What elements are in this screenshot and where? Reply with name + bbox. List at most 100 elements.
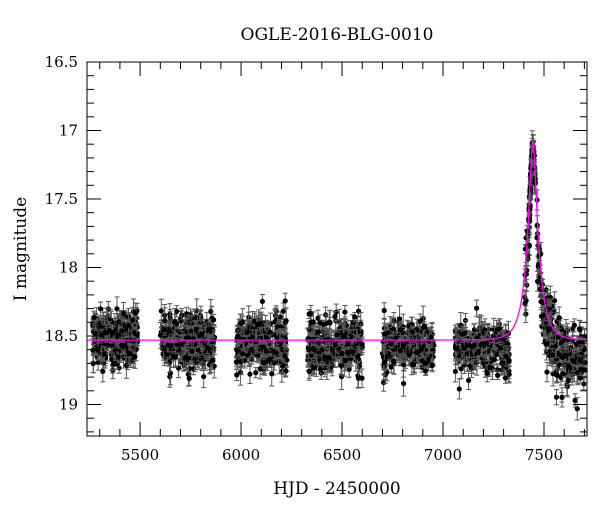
data-points bbox=[90, 131, 588, 420]
data-point bbox=[134, 347, 139, 352]
data-point bbox=[337, 346, 342, 351]
data-point bbox=[272, 349, 277, 354]
data-point bbox=[239, 321, 244, 326]
data-point bbox=[355, 354, 360, 359]
data-point bbox=[120, 322, 125, 327]
data-point bbox=[111, 330, 116, 335]
data-point bbox=[122, 343, 127, 348]
data-point bbox=[359, 342, 364, 347]
data-point bbox=[332, 314, 337, 319]
data-point bbox=[183, 355, 188, 360]
data-point bbox=[283, 298, 288, 303]
data-point bbox=[328, 366, 333, 371]
data-point bbox=[93, 331, 98, 336]
data-point bbox=[196, 347, 201, 352]
data-point bbox=[244, 330, 249, 335]
data-point bbox=[391, 358, 396, 363]
data-point bbox=[166, 343, 171, 348]
data-point bbox=[253, 370, 258, 375]
data-point bbox=[95, 347, 100, 352]
data-point bbox=[341, 333, 346, 338]
data-point bbox=[172, 319, 177, 324]
data-point bbox=[118, 334, 123, 339]
data-point bbox=[277, 359, 282, 364]
data-point bbox=[343, 358, 348, 363]
data-point bbox=[401, 381, 406, 386]
data-point bbox=[317, 320, 322, 325]
data-point bbox=[312, 365, 317, 370]
data-point bbox=[311, 319, 316, 324]
data-point bbox=[261, 344, 266, 349]
data-point bbox=[306, 369, 311, 374]
data-point bbox=[168, 370, 173, 375]
data-point bbox=[159, 308, 164, 313]
data-point bbox=[192, 357, 197, 362]
data-point bbox=[189, 349, 194, 354]
data-point bbox=[318, 366, 323, 371]
data-point bbox=[132, 354, 137, 359]
data-point bbox=[345, 350, 350, 355]
data-point bbox=[179, 350, 184, 355]
data-point bbox=[187, 376, 192, 381]
y-axis-label: I magnitude bbox=[11, 197, 31, 301]
data-point bbox=[284, 318, 289, 323]
data-point bbox=[201, 374, 206, 379]
data-point bbox=[234, 372, 239, 377]
data-point bbox=[191, 366, 196, 371]
data-point bbox=[105, 343, 110, 348]
data-point bbox=[250, 334, 255, 339]
data-point bbox=[199, 332, 204, 337]
data-point bbox=[100, 332, 105, 337]
data-point bbox=[282, 353, 287, 358]
data-point bbox=[352, 314, 357, 319]
data-point bbox=[179, 342, 184, 347]
data-point bbox=[240, 351, 245, 356]
data-point bbox=[281, 309, 286, 314]
data-point bbox=[342, 309, 347, 314]
data-point bbox=[111, 361, 116, 366]
data-point bbox=[185, 329, 190, 334]
data-point bbox=[335, 332, 340, 337]
data-point bbox=[280, 363, 285, 368]
data-point bbox=[382, 308, 387, 313]
data-point bbox=[261, 360, 266, 365]
data-point bbox=[269, 371, 274, 376]
data-point bbox=[126, 323, 131, 328]
data-point bbox=[245, 353, 250, 358]
data-point bbox=[91, 315, 96, 320]
data-point bbox=[131, 338, 136, 343]
data-point bbox=[102, 351, 107, 356]
data-point bbox=[346, 341, 351, 346]
data-point bbox=[98, 306, 103, 311]
data-point bbox=[100, 369, 105, 374]
data-point bbox=[278, 314, 283, 319]
data-point bbox=[208, 309, 213, 314]
data-point bbox=[206, 327, 211, 332]
data-point bbox=[173, 355, 178, 360]
data-point bbox=[211, 317, 216, 322]
x-axis-label: HJD - 2450000 bbox=[273, 479, 401, 499]
data-point bbox=[121, 311, 126, 316]
data-point bbox=[247, 372, 252, 377]
data-point bbox=[205, 345, 210, 350]
data-point bbox=[333, 342, 338, 347]
data-point bbox=[258, 366, 263, 371]
data-point bbox=[339, 363, 344, 368]
data-point bbox=[162, 327, 167, 332]
data-point bbox=[260, 299, 265, 304]
data-point bbox=[128, 351, 133, 356]
data-point bbox=[119, 328, 124, 333]
data-point bbox=[267, 329, 272, 334]
data-point bbox=[339, 351, 344, 356]
data-point bbox=[249, 346, 254, 351]
data-point bbox=[133, 310, 138, 315]
data-point bbox=[319, 347, 324, 352]
data-point bbox=[327, 355, 332, 360]
data-point bbox=[134, 333, 139, 338]
data-point bbox=[235, 334, 240, 339]
data-point bbox=[356, 376, 361, 381]
data-point bbox=[255, 322, 260, 327]
data-point bbox=[210, 358, 215, 363]
data-point bbox=[316, 330, 321, 335]
